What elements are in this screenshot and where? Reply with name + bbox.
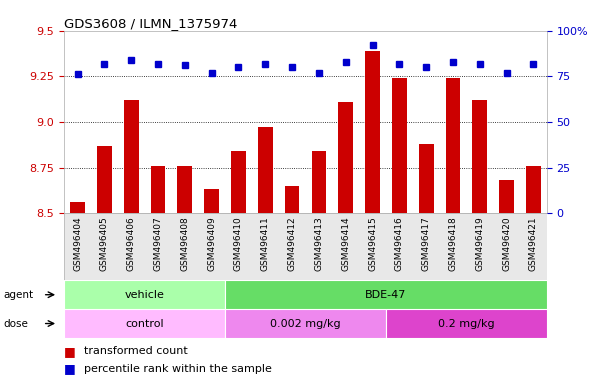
- Bar: [312, 151, 326, 213]
- Bar: [231, 151, 246, 213]
- Text: agent: agent: [3, 290, 33, 300]
- Text: GSM496411: GSM496411: [261, 217, 270, 271]
- Bar: [64, 213, 547, 280]
- Bar: [392, 78, 407, 213]
- Bar: [285, 186, 299, 213]
- Text: vehicle: vehicle: [125, 290, 164, 300]
- Text: dose: dose: [3, 318, 28, 329]
- Bar: [338, 102, 353, 213]
- Bar: [97, 146, 112, 213]
- Bar: [151, 166, 166, 213]
- Bar: [124, 100, 139, 213]
- Text: transformed count: transformed count: [84, 346, 188, 356]
- Text: GSM496414: GSM496414: [341, 217, 350, 271]
- Text: GSM496416: GSM496416: [395, 217, 404, 271]
- Text: 0.2 mg/kg: 0.2 mg/kg: [438, 318, 495, 329]
- Bar: [258, 127, 273, 213]
- Bar: [499, 180, 514, 213]
- Text: GDS3608 / ILMN_1375974: GDS3608 / ILMN_1375974: [64, 17, 238, 30]
- Text: control: control: [125, 318, 164, 329]
- Text: GSM496421: GSM496421: [529, 217, 538, 271]
- Text: GSM496408: GSM496408: [180, 217, 189, 271]
- Text: GSM496407: GSM496407: [153, 217, 163, 271]
- Text: GSM496405: GSM496405: [100, 217, 109, 271]
- Text: BDE-47: BDE-47: [365, 290, 407, 300]
- Bar: [445, 78, 460, 213]
- Text: 0.002 mg/kg: 0.002 mg/kg: [270, 318, 341, 329]
- Bar: [419, 144, 434, 213]
- Text: GSM496410: GSM496410: [234, 217, 243, 271]
- Bar: [225, 309, 386, 338]
- Bar: [177, 166, 192, 213]
- Text: GSM496404: GSM496404: [73, 217, 82, 271]
- Bar: [64, 309, 225, 338]
- Bar: [386, 309, 547, 338]
- Bar: [225, 280, 547, 309]
- Text: GSM496417: GSM496417: [422, 217, 431, 271]
- Text: GSM496420: GSM496420: [502, 217, 511, 271]
- Bar: [64, 280, 225, 309]
- Bar: [472, 100, 487, 213]
- Text: percentile rank within the sample: percentile rank within the sample: [84, 364, 271, 374]
- Text: ■: ■: [64, 362, 80, 375]
- Text: GSM496415: GSM496415: [368, 217, 377, 271]
- Text: GSM496406: GSM496406: [126, 217, 136, 271]
- Text: GSM496413: GSM496413: [315, 217, 323, 271]
- Bar: [365, 51, 380, 213]
- Text: ■: ■: [64, 345, 80, 358]
- Text: GSM496419: GSM496419: [475, 217, 485, 271]
- Bar: [204, 189, 219, 213]
- Bar: [526, 166, 541, 213]
- Bar: [70, 202, 85, 213]
- Text: GSM496418: GSM496418: [448, 217, 458, 271]
- Text: GSM496412: GSM496412: [288, 217, 296, 271]
- Text: GSM496409: GSM496409: [207, 217, 216, 271]
